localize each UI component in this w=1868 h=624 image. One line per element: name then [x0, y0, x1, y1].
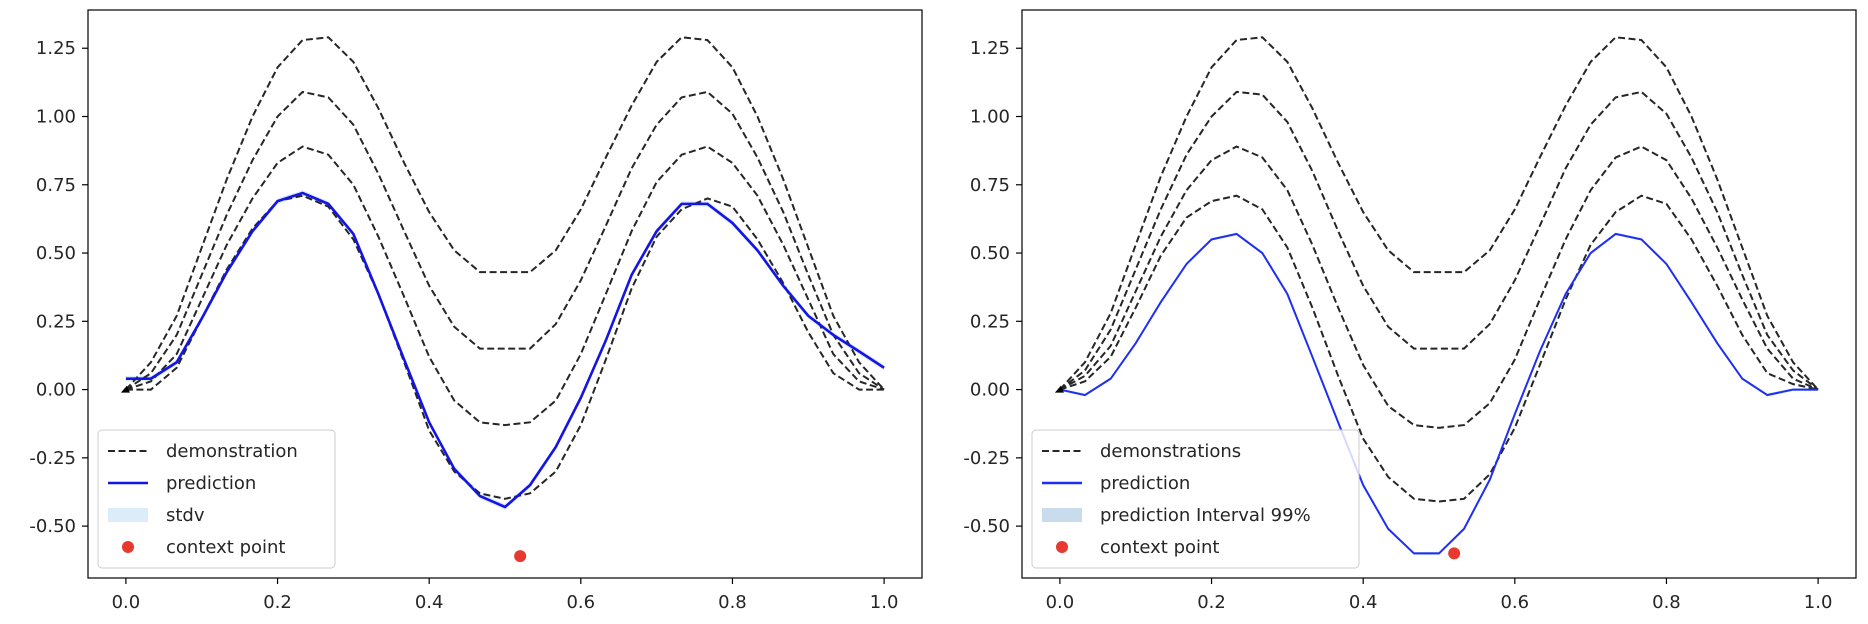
prediction-line	[1059, 232, 1819, 555]
demonstration-line-1	[125, 194, 885, 500]
x-tick-label: 0.2	[1197, 592, 1226, 613]
legend-label: demonstrations	[1100, 441, 1241, 462]
x-tick-label: 0.6	[566, 592, 595, 613]
y-tick-label: 0.75	[36, 175, 76, 196]
y-tick-label: 0.50	[970, 243, 1010, 264]
left-chart-panel: 0.0 0.2 0.4 0.6 0.8 1.0 -0.50 -0.25 0.00 0.25 0.50…	[29, 9, 923, 613]
y-tick-label: 0.75	[970, 175, 1010, 196]
y-tick-label: 0.50	[36, 243, 76, 264]
demonstration-line-1	[1059, 194, 1819, 503]
legend-key-band	[1042, 508, 1082, 522]
y-tick-label: 0.00	[36, 380, 76, 401]
axes-frame	[87, 9, 923, 579]
y-tick-label: -0.25	[963, 448, 1010, 469]
legend-label: prediction	[1100, 473, 1190, 494]
legend-label: prediction	[166, 473, 256, 494]
legend-label: context point	[1100, 537, 1219, 558]
legend-box	[97, 429, 336, 569]
x-tick-label: 0.4	[415, 592, 444, 613]
legend-box	[1031, 429, 1360, 569]
demonstration-line-2	[1059, 145, 1819, 429]
legend: demonstrations prediction prediction Inter…	[1031, 429, 1360, 569]
demonstration-line-4	[1059, 36, 1819, 391]
demonstration-line-3	[125, 90, 885, 391]
y-tick-label: -0.25	[29, 448, 76, 469]
y-tick-label: 1.00	[970, 107, 1010, 128]
x-tick-label: 0.0	[1046, 592, 1075, 613]
legend-label: context point	[166, 537, 285, 558]
demonstration-line-4	[125, 36, 885, 391]
legend-key-band	[108, 508, 148, 522]
legend-key-context-point	[122, 541, 134, 553]
legend: demonstration prediction stdv context point	[97, 429, 336, 569]
prediction-line	[125, 191, 885, 509]
y-tick-label: 1.25	[36, 38, 76, 59]
x-tick-label: 0.2	[263, 592, 292, 613]
axes-frame	[1021, 9, 1857, 579]
context-point-marker	[514, 550, 527, 563]
legend-label: stdv	[166, 505, 205, 526]
x-tick-label: 0.8	[1652, 592, 1681, 613]
legend-key-context-point	[1056, 541, 1068, 553]
y-tick-label: 0.25	[970, 311, 1010, 332]
demonstration-line-2	[125, 145, 885, 427]
y-tick-label: 1.00	[36, 107, 76, 128]
x-tick-label: 0.0	[112, 592, 141, 613]
start-marker	[1054, 385, 1064, 393]
y-tick-label: 1.25	[970, 38, 1010, 59]
right-chart-panel: 0.0 0.2 0.4 0.6 0.8 1.0 -0.50 -0.25 0.00 0.25 0.50…	[963, 9, 1857, 613]
context-point-marker	[1448, 547, 1461, 560]
start-marker	[120, 385, 130, 393]
x-tick-label: 0.4	[1349, 592, 1378, 613]
y-tick-label: -0.50	[29, 516, 76, 537]
x-tick-label: 1.0	[1804, 592, 1833, 613]
y-tick-label: 0.25	[36, 311, 76, 332]
y-tick-label: -0.50	[963, 516, 1010, 537]
legend-label: prediction Interval 99%	[1100, 505, 1311, 526]
x-tick-label: 0.6	[1500, 592, 1529, 613]
y-tick-label: 0.00	[970, 380, 1010, 401]
legend-label: demonstration	[166, 441, 298, 462]
x-tick-label: 0.8	[718, 592, 747, 613]
x-tick-label: 1.0	[870, 592, 899, 613]
